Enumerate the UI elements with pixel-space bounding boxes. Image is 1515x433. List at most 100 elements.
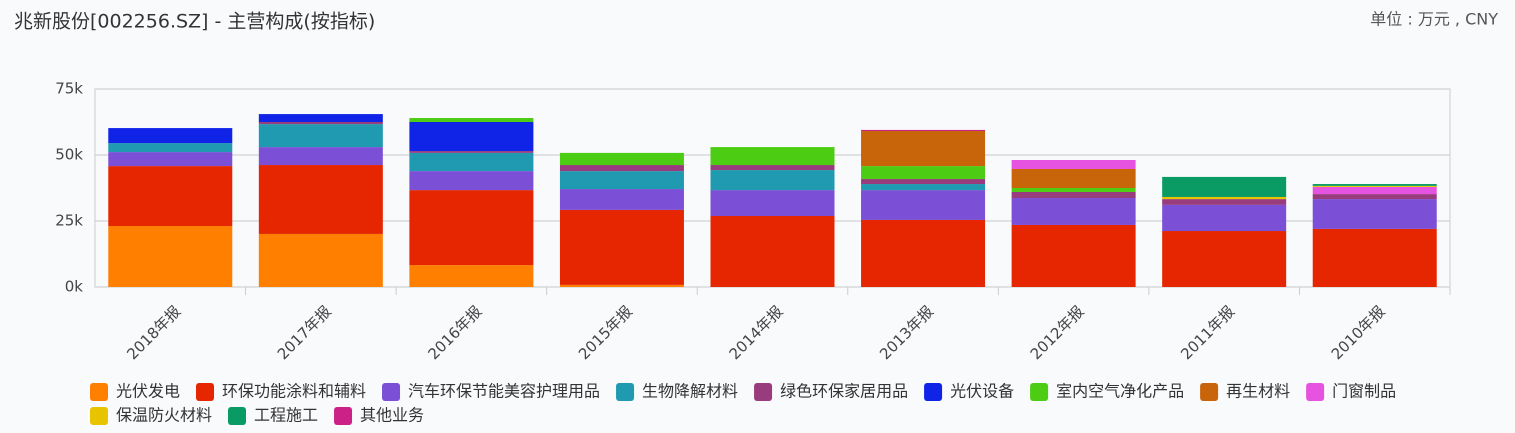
bar-segment — [710, 147, 835, 166]
y-tick-label: 0k — [65, 278, 84, 296]
legend-swatch — [382, 383, 401, 401]
bar-segment — [1312, 185, 1437, 187]
legend-label: 再生材料 — [1226, 382, 1290, 401]
legend-label: 其他业务 — [360, 406, 424, 425]
bar-segment — [108, 152, 233, 167]
x-tick-label: 2015年报 — [575, 302, 636, 363]
bar-segment — [409, 265, 534, 287]
legend-item: 汽车环保节能美容护理用品 — [382, 382, 600, 401]
x-tick-label: 2013年报 — [876, 302, 937, 363]
legend-item: 工程施工 — [228, 406, 318, 425]
bar-segment — [1312, 184, 1437, 186]
legend-swatch — [616, 383, 635, 401]
bar-segment — [409, 118, 534, 122]
bar-segment — [1162, 204, 1287, 232]
x-tick-label: 2017年报 — [274, 302, 335, 363]
legend-label: 保温防火材料 — [116, 406, 212, 425]
legend-swatch — [334, 407, 353, 425]
legend-swatch — [1306, 383, 1325, 401]
legend-label: 光伏发电 — [116, 382, 180, 401]
x-tick-label: 2016年报 — [424, 302, 485, 363]
legend-label: 室内空气净化产品 — [1056, 382, 1184, 401]
bar-segment — [258, 124, 383, 148]
bar-segment — [710, 170, 835, 191]
bar-segment — [1162, 231, 1287, 287]
legend-label: 工程施工 — [254, 406, 318, 425]
bar-segment — [559, 209, 684, 285]
bar-segment — [1162, 176, 1287, 197]
bar-segment — [861, 190, 986, 220]
bar-segment — [559, 171, 684, 190]
bar-segment — [258, 233, 383, 287]
legend-label: 门窗制品 — [1332, 382, 1396, 401]
bar-segment — [409, 151, 534, 153]
bar-segment — [559, 152, 684, 166]
bar-segment — [1011, 224, 1136, 287]
bar-segment — [409, 152, 534, 172]
legend-item: 再生材料 — [1200, 382, 1290, 401]
bar-segment — [1312, 186, 1437, 195]
bar-segment — [710, 165, 835, 171]
bar-segment — [108, 128, 233, 144]
bar-segment — [258, 165, 383, 234]
bar-segment — [710, 190, 835, 216]
bar-segment — [861, 179, 986, 185]
bar-segment — [1312, 194, 1437, 200]
bar-segment — [861, 166, 986, 180]
y-tick-label: 50k — [55, 146, 83, 164]
x-tick-label: 2011年报 — [1177, 302, 1238, 363]
legend-swatch — [754, 383, 773, 401]
y-tick-label: 25k — [55, 212, 83, 230]
legend-swatch — [924, 383, 943, 401]
bar-segment — [861, 130, 986, 167]
bar-segment — [409, 190, 534, 266]
legend-item: 光伏设备 — [924, 382, 1014, 401]
legend-label: 汽车环保节能美容护理用品 — [408, 382, 600, 401]
bar-segment — [559, 165, 684, 172]
bar-segment — [1312, 228, 1437, 287]
bar-segment — [1011, 188, 1136, 192]
bar-segment — [861, 219, 986, 287]
bar-segment — [258, 147, 383, 166]
bar-segment — [1162, 199, 1287, 205]
legend-label: 绿色环保家居用品 — [780, 382, 908, 401]
bar-segment — [710, 215, 835, 287]
bar-segment — [108, 226, 233, 287]
bar-segment — [1312, 199, 1437, 229]
bar-segment — [861, 129, 986, 131]
legend-swatch — [1200, 383, 1219, 401]
legend-item: 室内空气净化产品 — [1030, 382, 1184, 401]
legend-swatch — [228, 407, 247, 425]
bar-segment — [1011, 198, 1136, 225]
bar-segment — [1162, 196, 1287, 200]
legend-item: 生物降解材料 — [616, 382, 738, 401]
x-tick-label: 2018年报 — [123, 302, 184, 363]
legend-item: 光伏发电 — [90, 382, 180, 401]
legend-swatch — [90, 383, 108, 401]
legend-item: 保温防火材料 — [90, 406, 212, 425]
y-tick-label: 75k — [55, 80, 83, 98]
bar-segment — [861, 184, 986, 191]
bar-segment — [1011, 168, 1136, 188]
bar-segment — [409, 171, 534, 191]
x-tick-label: 2010年报 — [1328, 302, 1389, 363]
bar-segment — [1011, 160, 1136, 169]
legend-swatch — [196, 383, 215, 401]
legend-item: 其他业务 — [334, 406, 424, 425]
legend-swatch — [90, 407, 108, 425]
bar-segment — [1011, 191, 1136, 199]
bar-segment — [559, 284, 684, 287]
legend-swatch — [1030, 383, 1049, 401]
x-tick-label: 2012年报 — [1027, 302, 1088, 363]
x-tick-label: 2014年报 — [726, 302, 787, 363]
chart-title: 兆新股份[002256.SZ] - 主营构成(按指标) — [14, 11, 375, 33]
bar-segment — [258, 122, 383, 125]
bar-segment — [108, 166, 233, 227]
bar-segment — [409, 122, 534, 152]
legend-label: 环保功能涂料和辅料 — [222, 382, 366, 401]
legend-item: 门窗制品 — [1306, 382, 1396, 401]
bar-segment — [559, 189, 684, 210]
legend-item: 绿色环保家居用品 — [754, 382, 908, 401]
legend-label: 生物降解材料 — [642, 382, 738, 401]
